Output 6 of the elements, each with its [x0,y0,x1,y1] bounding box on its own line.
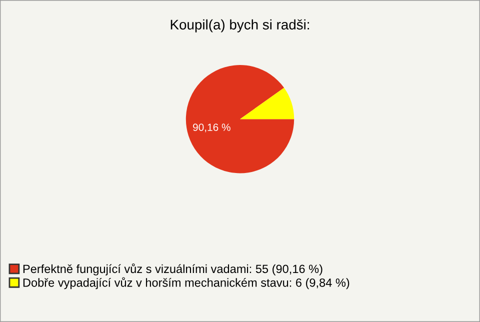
data-label: 90,16 % [193,124,230,132]
pie-slice [186,65,294,174]
chart-title: Koupil(a) bych si radši: [170,19,309,32]
pie-slice [240,88,294,120]
legend-label: Perfektně fungující vůz s vizuálními vadami: 55 (90,16 %) [23,263,322,276]
legend-label: Dobře vypadající vůz v horším mechanickém stavu: 6 (9,84 %) [23,277,350,290]
